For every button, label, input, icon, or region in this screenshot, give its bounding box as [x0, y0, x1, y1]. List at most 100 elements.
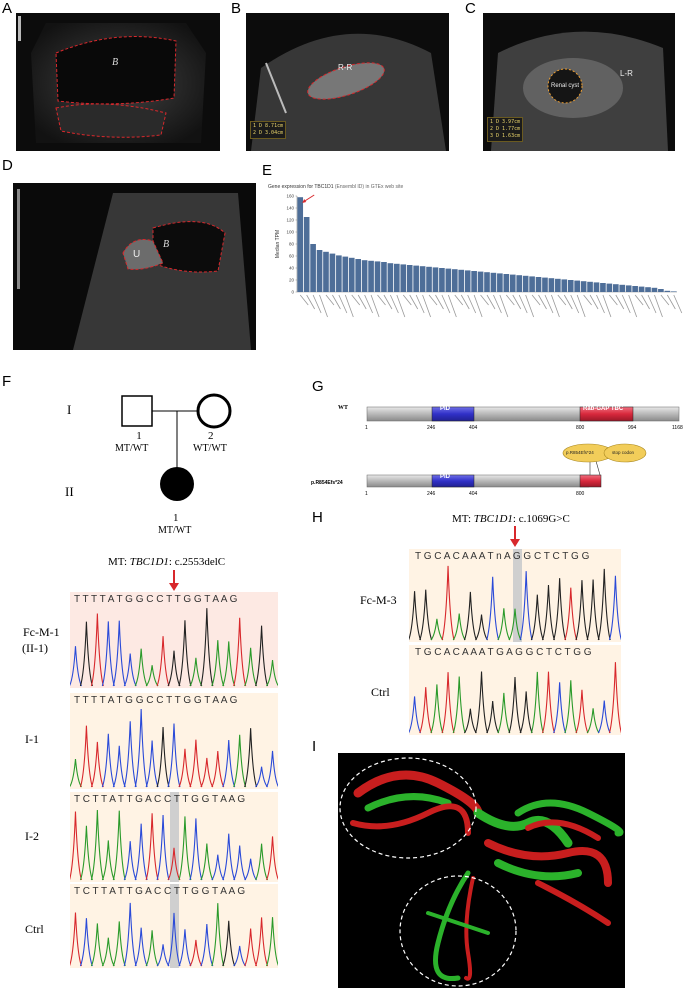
mutation-title-h: MT: TBC1D1: c.1069G>C — [452, 513, 570, 525]
bar — [368, 260, 374, 292]
x-tick-label-placeholder — [654, 294, 663, 318]
measurement-line: 1 D 3.97cm — [490, 119, 521, 125]
x-tick-label-placeholder — [621, 294, 631, 314]
x-tick-label-placeholder — [364, 294, 373, 314]
bar — [303, 217, 310, 292]
chromatogram-trace — [69, 693, 280, 789]
bar — [477, 271, 484, 292]
track-label: I-1 — [25, 732, 39, 746]
x-tick-label-placeholder — [435, 294, 444, 310]
x-tick-label-placeholder — [454, 294, 464, 306]
y-tick-label: 80 — [289, 242, 295, 247]
x-tick-label-placeholder — [602, 294, 612, 318]
ultrasound-image-a: B — [16, 13, 220, 151]
bar — [355, 259, 362, 292]
x-tick-label-placeholder — [357, 294, 367, 310]
y-tick-label: 100 — [286, 230, 294, 235]
bar — [374, 261, 381, 292]
panel-label-a: A — [2, 0, 13, 17]
x-tick-label-placeholder — [576, 294, 586, 318]
base-sequence: T T T T A T G G C C T T G G T A A G — [74, 594, 238, 605]
bar — [509, 274, 516, 292]
panel-label-c: C — [465, 0, 476, 17]
panel-label-b: B — [231, 0, 242, 17]
tick-label: 1 — [365, 425, 368, 431]
pedigree-chart — [121, 393, 232, 501]
organ-label-r-r: R-R — [338, 63, 353, 72]
y-tick-label: 20 — [289, 278, 295, 283]
chart-title: Gene expression for TBC1D1 (Ensembl ID) … — [268, 184, 403, 190]
tick-label: 800 — [576, 425, 585, 431]
bar — [432, 267, 439, 292]
mother-genotype: WT/WT — [193, 443, 227, 454]
base-sequence: T T T T A T G G C C T T G G T A A G — [74, 695, 238, 706]
panel-label-i: I — [312, 738, 317, 755]
mt-prefix: MT: — [452, 513, 472, 525]
bar — [567, 280, 574, 292]
x-tick-label-placeholder — [383, 294, 393, 310]
x-tick-label-placeholder — [486, 294, 496, 310]
rab-gap-label: Rab-GAP TBC — [583, 406, 624, 412]
pid-label: PID — [440, 406, 451, 412]
x-tick-label-placeholder — [525, 294, 535, 318]
chromatogram-i-1: T T T T A T G G C C T T G G T A A G — [69, 693, 280, 789]
measurement-line: 2 D 3.04cm — [253, 130, 284, 136]
bar — [503, 274, 510, 292]
track-label-sub: (II-1) — [22, 641, 48, 655]
tick-label: 1168 — [672, 425, 683, 431]
bar — [490, 272, 497, 292]
x-tick-label-placeholder — [480, 294, 489, 306]
bar — [638, 286, 645, 292]
bar — [394, 263, 400, 292]
bar — [548, 278, 555, 292]
bar — [348, 257, 355, 292]
base-sequence: T C T T A T T G A C C T T G G T A A G — [74, 794, 246, 805]
expression-bar-chart: 0 20 40 60 80 100 120 140 160 Median TPM — [275, 194, 683, 318]
bar — [670, 291, 677, 292]
track-label: Fc-M-1 — [23, 625, 60, 639]
y-tick-label: 160 — [286, 194, 294, 199]
track-label: I-2 — [25, 829, 39, 843]
bar — [336, 255, 342, 292]
bar — [535, 277, 542, 292]
y-tick-label: 40 — [289, 266, 295, 271]
ureter-label: U — [133, 249, 141, 260]
x-tick-label-placeholder — [563, 294, 573, 310]
x-tick-label-placeholder — [428, 294, 438, 306]
bar — [419, 266, 426, 292]
pid-label: PID — [440, 474, 451, 480]
x-tick-label-placeholder — [409, 294, 419, 310]
mutation-change: : c.1069G>C — [512, 513, 570, 525]
mutation-arrow-h — [510, 526, 520, 547]
panel-label-f: F — [2, 373, 12, 390]
x-tick-label-placeholder — [377, 294, 386, 306]
tick-label: 800 — [576, 491, 585, 497]
bar — [587, 281, 593, 292]
chromatogram-fc-m-1: T T T T A T G G C C T T G G T A A G — [68, 592, 279, 688]
wt-label: WT — [338, 405, 349, 411]
mutant-label: p.R854Efs*24 — [311, 480, 343, 486]
track-label: Ctrl — [371, 685, 390, 699]
x-tick-label-placeholder — [570, 294, 580, 314]
x-tick-label-placeholder — [512, 294, 522, 310]
x-tick-label-placeholder — [370, 294, 380, 318]
bar — [413, 265, 419, 292]
chart-title-text: Gene expression for TBC1D1 — [268, 184, 334, 190]
track-label: Ctrl — [25, 922, 44, 936]
highlight-arrowhead — [302, 199, 307, 203]
panel-label-e: E — [262, 162, 273, 179]
x-tick-label-placeholder — [351, 294, 361, 306]
father-symbol — [121, 395, 153, 427]
bladder-label: B — [112, 57, 119, 68]
x-tick-label-placeholder — [306, 294, 316, 310]
bar — [561, 279, 568, 292]
bar — [381, 262, 387, 292]
x-tick-label-placeholder — [506, 294, 515, 306]
bar — [497, 273, 503, 292]
chromatogram-ctrl-f: T C T T A T T G A C C T T G G T A A G — [68, 884, 280, 968]
x-tick-label-placeholder — [332, 294, 341, 310]
ultrasound-image-b: R-R 1 D 8.71cm 2 D 3.04cm — [246, 13, 449, 151]
x-tick-label-placeholder — [634, 294, 644, 306]
x-tick-label-placeholder — [641, 294, 650, 310]
track-label: Fc-M-3 — [360, 593, 397, 607]
